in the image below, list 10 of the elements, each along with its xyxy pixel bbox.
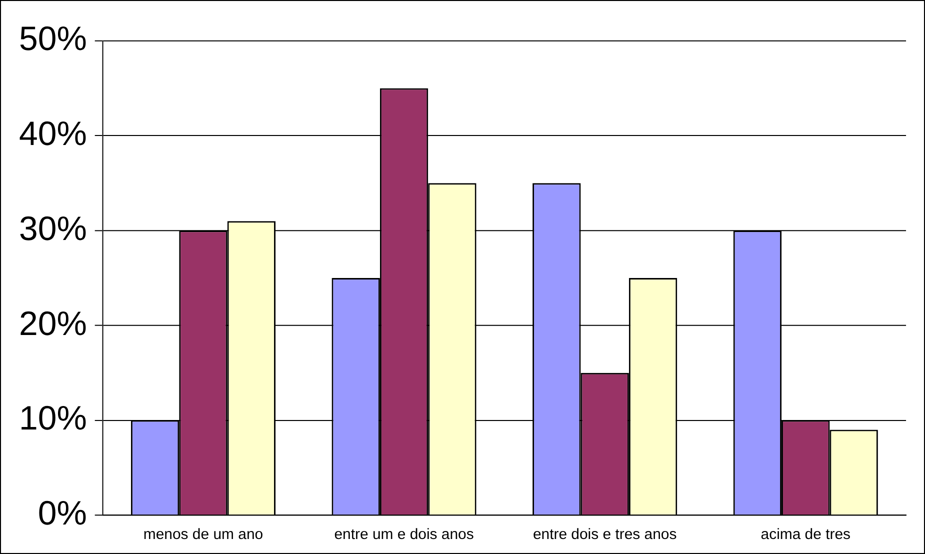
y-tick-label: 40% [18,115,87,154]
x-tick-label: entre dois e tres anos [532,526,677,544]
y-tick-label: 30% [18,210,87,248]
x-tick-label: acima de tres [760,526,851,544]
y-tick-label: 50% [18,20,87,58]
y-tick-label: 10% [18,400,87,438]
x-tick-label: menos de um ano [143,526,264,544]
y-tick-label: 0% [38,494,87,532]
y-tick-label: 20% [18,304,87,343]
x-tick-label: entre um e dois anos [334,526,474,544]
